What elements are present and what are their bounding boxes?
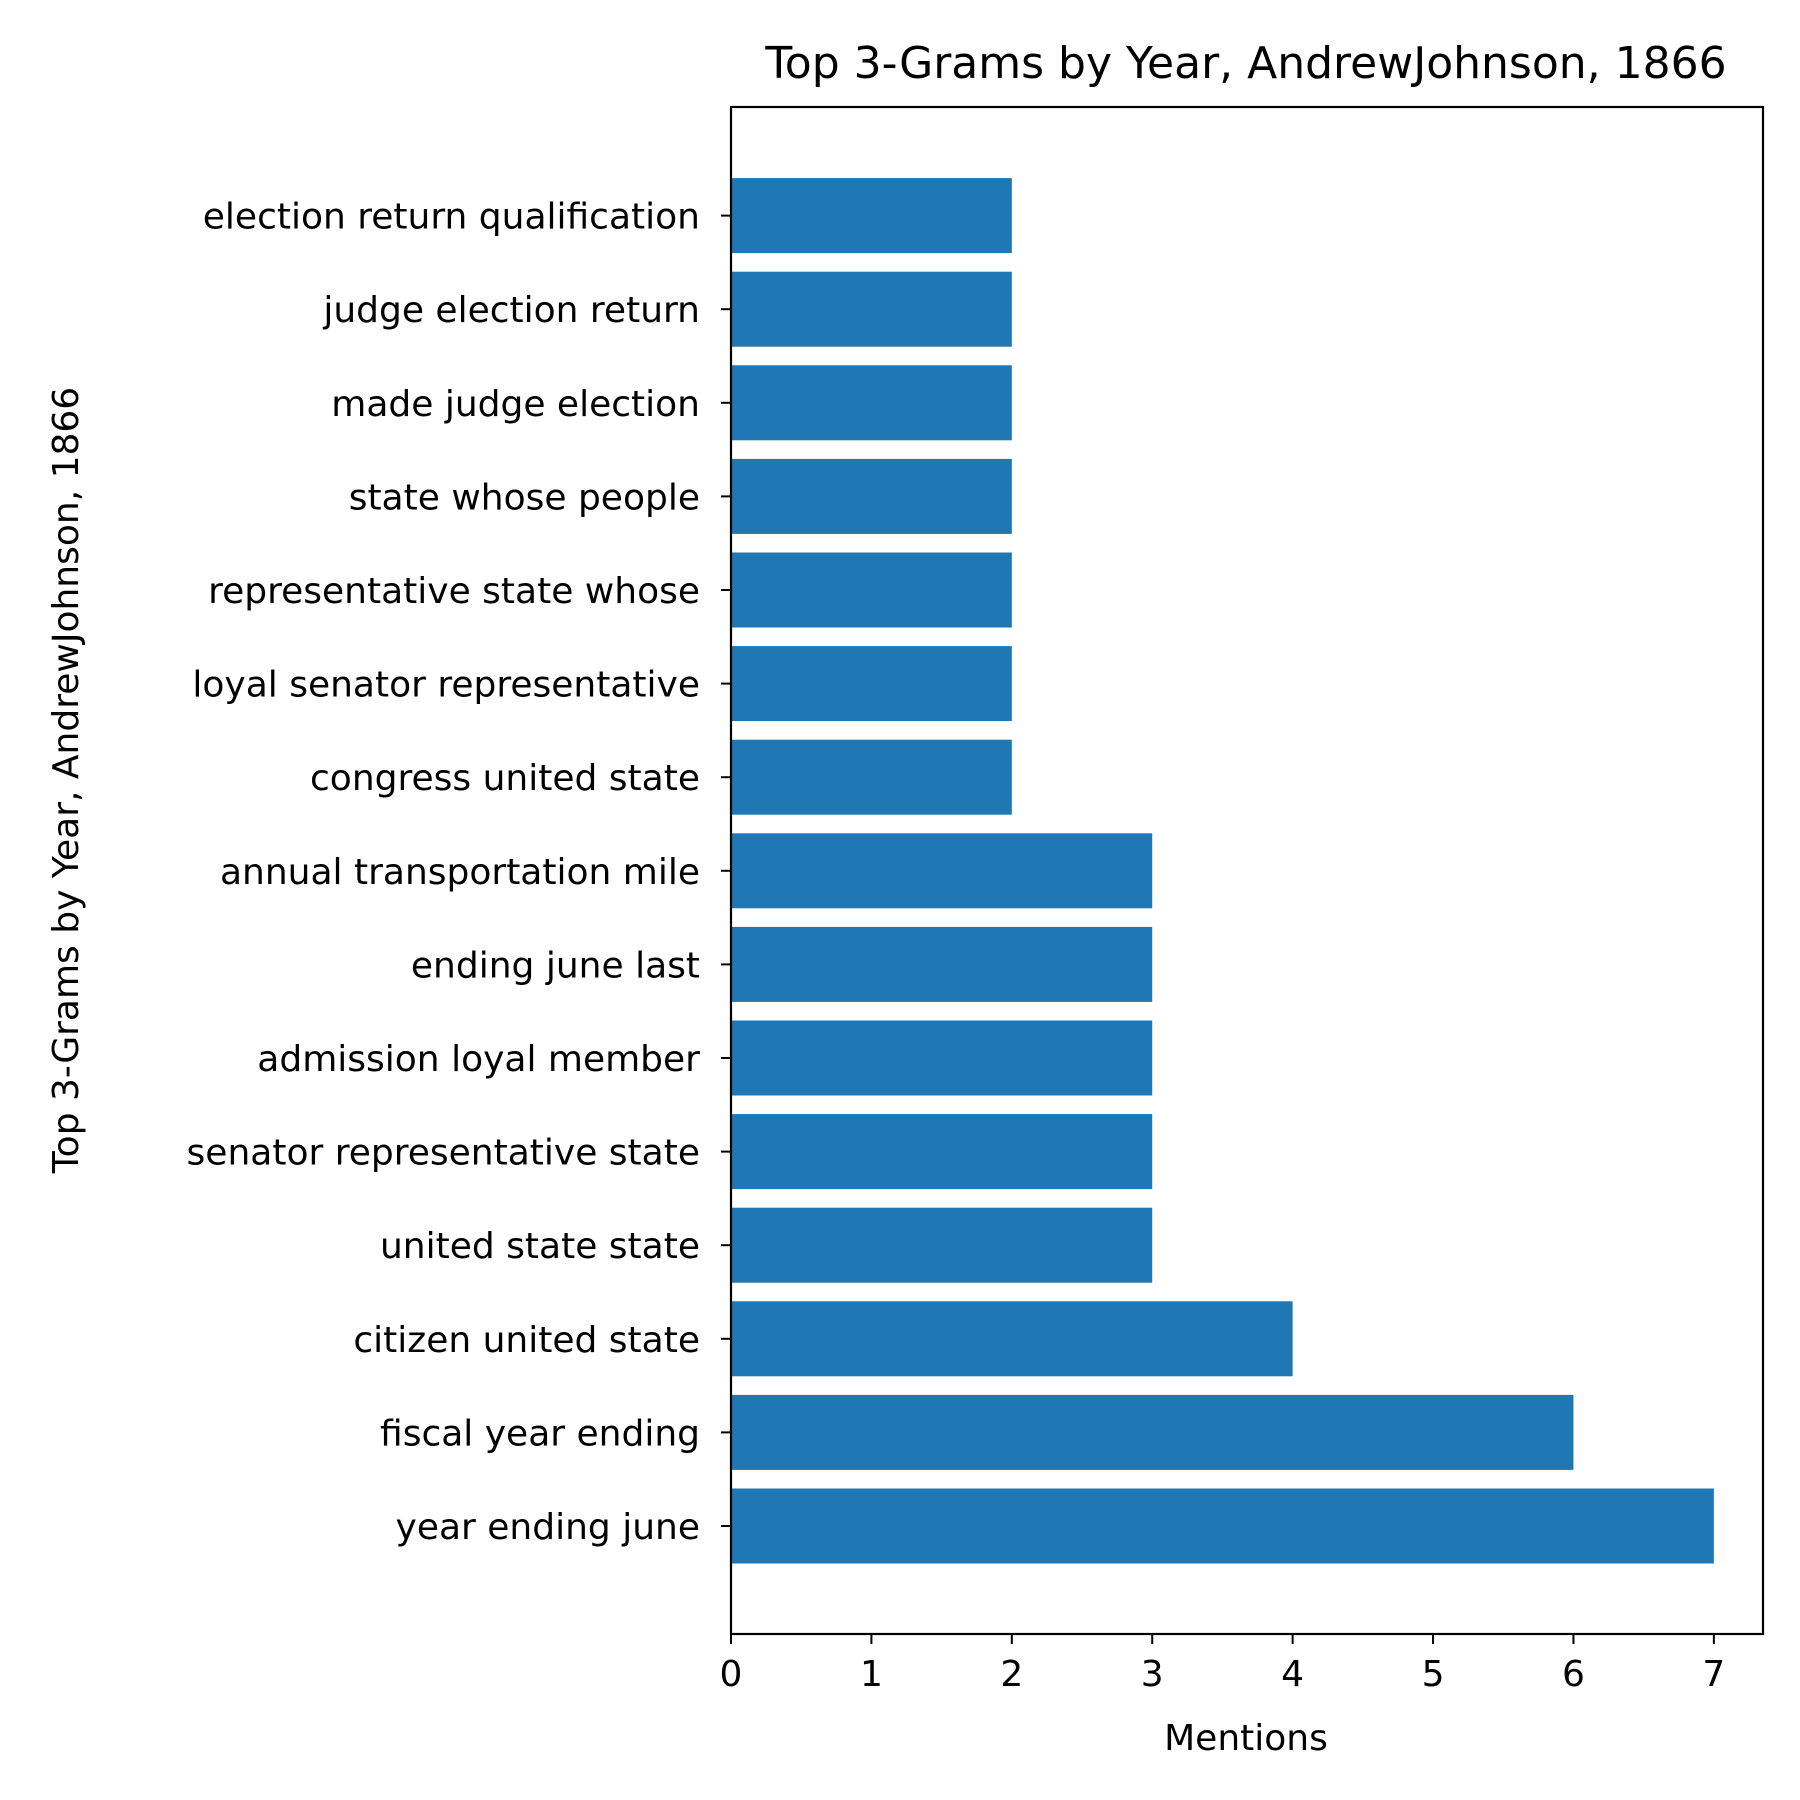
plot-frame [729,105,1765,1636]
bar [731,458,1012,534]
y-tick-label: representative state whose [208,571,700,612]
x-tick-label: 4 [1281,1654,1304,1695]
bar [731,1114,1153,1190]
chart-title: Top 3-Grams by Year, AndrewJohnson, 1866 [764,38,1726,89]
y-tick-label: loyal senator representative [192,665,700,706]
y-axis: year ending june fiscal year ending citize… [187,197,731,1548]
bar [731,833,1153,909]
y-tick-label: citizen united state [353,1320,700,1361]
bar [731,1020,1153,1096]
x-tick-label: 0 [720,1654,743,1695]
y-tick-label: admission loyal member [257,1039,700,1080]
bar [731,178,1012,254]
bar [731,646,1012,722]
bar [731,552,1012,628]
y-tick-label: state whose people [349,477,700,518]
bar [731,365,1012,441]
y-tick-label: united state state [380,1226,700,1267]
y-tick-label: made judge election [331,384,700,425]
x-tick-label: 5 [1422,1654,1445,1695]
bar [731,271,1012,347]
bar [731,1207,1153,1283]
bars-group [731,178,1714,1564]
bar [731,1394,1574,1470]
y-tick-label: ending june last [411,945,700,986]
bar [731,926,1153,1002]
x-axis: 0 1 2 3 4 5 6 7 [720,1634,1725,1695]
y-tick-label: senator representative state [187,1133,700,1174]
y-tick-label: year ending june [396,1507,700,1548]
x-axis-label: Mentions [1164,1718,1328,1759]
bar [731,1301,1293,1377]
y-tick-label: election return qualification [203,197,700,238]
y-tick-label: annual transportation mile [220,852,700,893]
x-tick-label: 2 [1000,1654,1023,1695]
x-tick-label: 6 [1562,1654,1585,1695]
bar [731,1488,1714,1564]
x-tick-label: 1 [860,1654,883,1695]
y-tick-label: fiscal year ending [380,1413,700,1454]
x-tick-label: 3 [1141,1654,1164,1695]
y-axis-label: Top 3-Grams by Year, AndrewJohnson, 1866 [46,387,87,1174]
y-tick-label: judge election return [322,290,700,331]
bar [731,739,1012,815]
x-tick-label: 7 [1702,1654,1725,1695]
y-tick-label: congress united state [310,758,700,799]
